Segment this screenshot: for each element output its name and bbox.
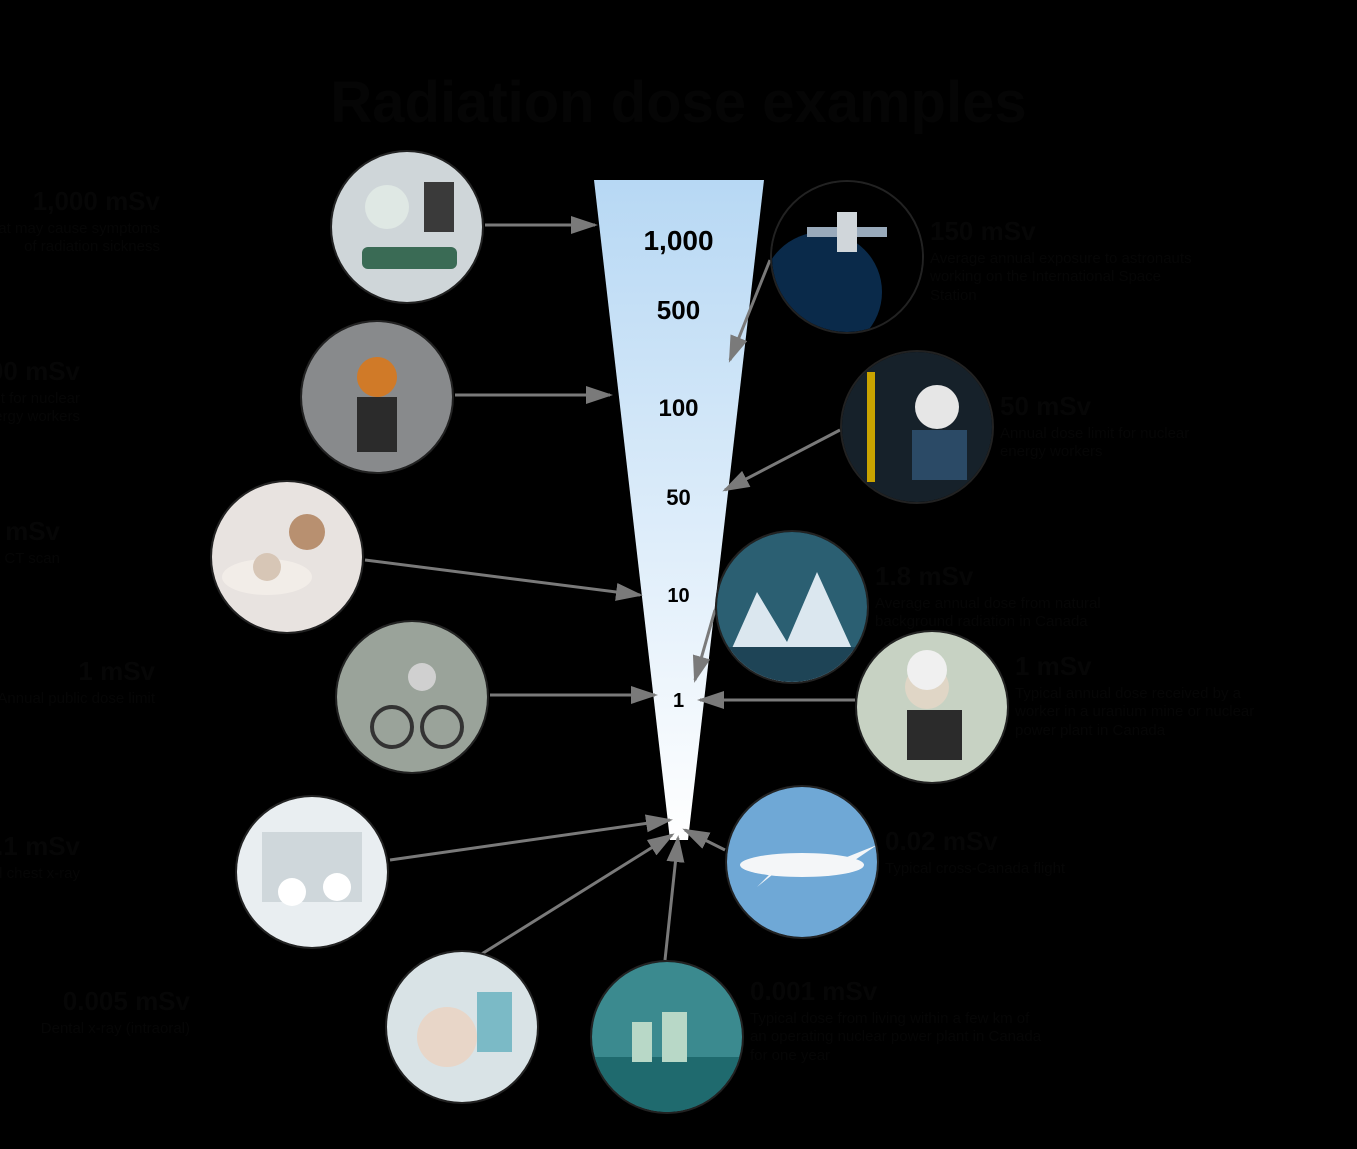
example-label: 1,000 mSvDose that may cause symptoms of… bbox=[0, 185, 160, 257]
scale-header: Radiation dose (millisievert : mSv) bbox=[0, 140, 1357, 181]
dose-value: 0.001 mSv bbox=[750, 975, 1050, 1008]
example-image bbox=[330, 150, 484, 304]
dose-desc: Typical annual dose received by a worker… bbox=[1015, 685, 1265, 741]
dose-value: 0.1 mSv bbox=[0, 830, 80, 863]
dose-desc: Typical chest CT scan bbox=[0, 550, 60, 569]
example-label: 0.02 mSv Typical cross-Canada flight bbox=[885, 825, 1135, 878]
example-label: 150 mSvAverage annual exposure to astron… bbox=[930, 215, 1210, 306]
example-image bbox=[210, 480, 364, 634]
dose-value: 0.005 mSv bbox=[0, 985, 190, 1018]
example-label: 100 mSvFive-year dose limit for nuclear … bbox=[0, 355, 80, 427]
dose-desc: Dose that may cause symptoms of radiatio… bbox=[0, 220, 160, 258]
example-image bbox=[300, 320, 454, 474]
dose-value: 150 mSv bbox=[930, 215, 1210, 248]
example-image bbox=[335, 620, 489, 774]
scale-tick: 50 bbox=[666, 485, 690, 511]
scale-tick: 1 bbox=[673, 690, 684, 713]
example-image bbox=[715, 530, 869, 684]
dose-value: 1 mSv bbox=[0, 655, 155, 688]
dose-value: 50 mSv bbox=[1000, 390, 1220, 423]
dose-desc: Five-year dose limit for nuclear energy … bbox=[0, 390, 80, 428]
dose-desc: Typical cross-Canada flight bbox=[885, 860, 1135, 879]
dose-desc: Dental x-ray (intraoral) bbox=[0, 1020, 190, 1039]
dose-value: 1 mSv bbox=[1015, 650, 1265, 683]
example-image bbox=[855, 630, 1009, 784]
dose-desc: Typical dose from living within a few km… bbox=[750, 1010, 1050, 1066]
example-label: 1 mSvTypical annual dose received by a w… bbox=[1015, 650, 1265, 741]
dose-value: 1,000 mSv bbox=[0, 185, 160, 218]
scale-tick: 10 bbox=[667, 585, 689, 608]
page-title: Radiation dose examples bbox=[0, 69, 1357, 136]
example-image bbox=[770, 180, 924, 334]
dose-desc: Average annual exposure to astronauts wo… bbox=[930, 250, 1210, 306]
example-label: 1.8 mSvAverage annual dose from natural … bbox=[875, 560, 1165, 632]
infographic-root: { "title": "Radiation dose examples", "s… bbox=[0, 0, 1357, 1149]
example-image bbox=[235, 795, 389, 949]
example-image bbox=[840, 350, 994, 504]
dose-value: 100 mSv bbox=[0, 355, 80, 388]
example-image bbox=[385, 950, 539, 1104]
example-image bbox=[725, 785, 879, 939]
dose-desc: Typical chest x-ray bbox=[0, 865, 80, 884]
example-label: 1 mSv Annual public dose limit bbox=[0, 655, 155, 708]
example-label: 0.005 mSv Dental x-ray (intraoral) bbox=[0, 985, 190, 1038]
dose-desc: Annual dose limit for nuclear energy wor… bbox=[1000, 425, 1220, 463]
scale-tick: 500 bbox=[657, 295, 700, 326]
example-label: 7 mSv Typical chest CT scan bbox=[0, 515, 60, 568]
scale-header-line2: (millisievert : mSv) bbox=[605, 161, 752, 181]
dose-value: 7 mSv bbox=[0, 515, 60, 548]
scale-header-line1: Radiation dose bbox=[618, 140, 738, 160]
dose-value: 1.8 mSv bbox=[875, 560, 1165, 593]
scale-tick: 100 bbox=[658, 395, 698, 423]
example-image bbox=[590, 960, 744, 1114]
example-label: 50 mSvAnnual dose limit for nuclear ener… bbox=[1000, 390, 1220, 462]
example-label: 0.1 mSv Typical chest x-ray bbox=[0, 830, 80, 883]
dose-desc: Annual public dose limit bbox=[0, 690, 155, 709]
example-label: 0.001 mSvTypical dose from living within… bbox=[750, 975, 1050, 1066]
dose-desc: Average annual dose from natural backgro… bbox=[875, 595, 1165, 633]
dose-value: 0.02 mSv bbox=[885, 825, 1135, 858]
scale-tick: 1,000 bbox=[643, 225, 713, 257]
